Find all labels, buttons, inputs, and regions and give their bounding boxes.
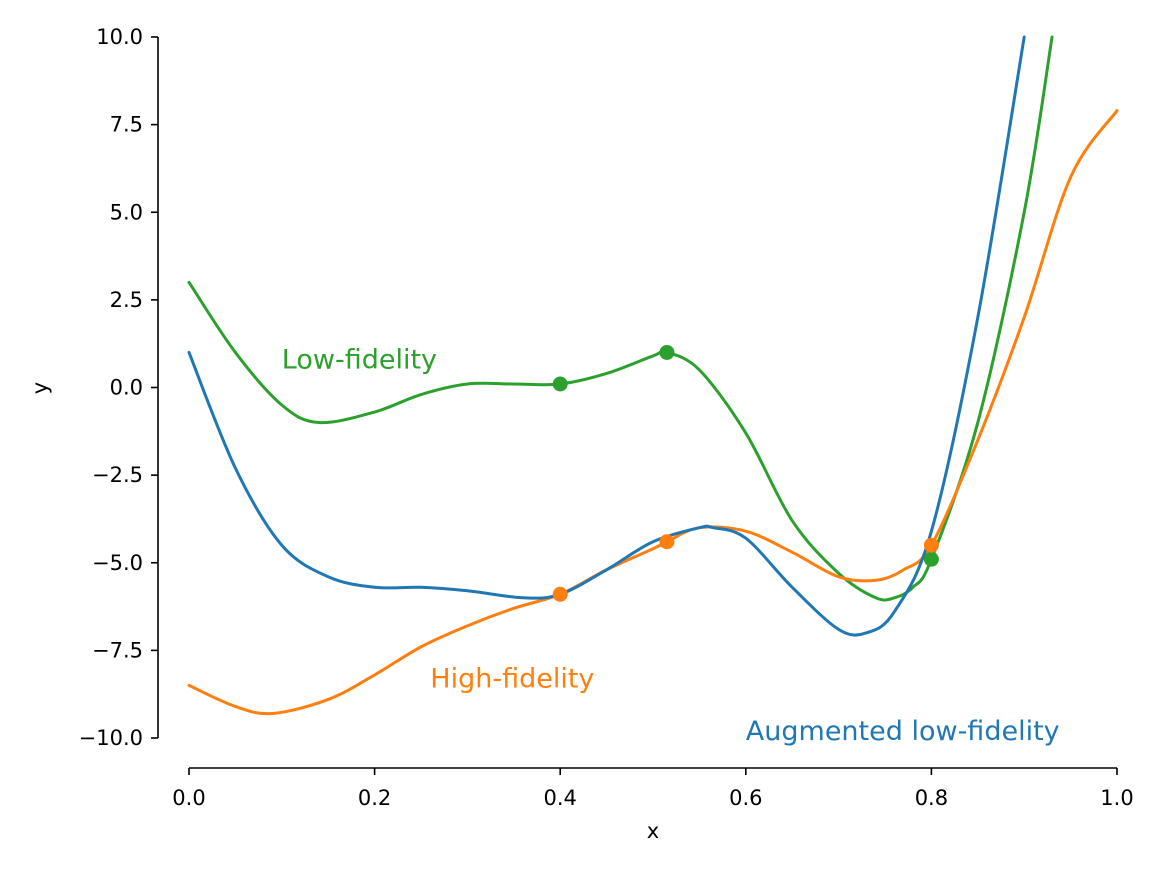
y-tick-label: 2.5 xyxy=(110,288,143,312)
plot-area xyxy=(187,35,1119,716)
y-tick-label: 0.0 xyxy=(110,376,143,400)
sample-point-high-fidelity xyxy=(659,534,675,550)
axis-spines xyxy=(157,37,1117,769)
y-tick-label: −10.0 xyxy=(79,726,143,750)
y-tick-label: −2.5 xyxy=(92,463,143,487)
annotation-augmented-low-fidelity: Augmented low-fidelity xyxy=(746,716,1060,747)
y-tick-label: 10.0 xyxy=(96,25,143,49)
y-ticks: 10.0 7.5 5.0 2.5 0.0 −2.5 −5.0 −7.5 −10.0 xyxy=(79,25,158,750)
y-tick-label: 7.5 xyxy=(110,113,143,137)
sample-point-high-fidelity xyxy=(923,537,939,553)
x-tick-label: 0.8 xyxy=(915,786,948,810)
y-tick-label: −5.0 xyxy=(92,551,143,575)
x-tick-label: 0.2 xyxy=(358,786,391,810)
y-tick-label: 5.0 xyxy=(110,200,143,224)
x-tick-label: 0.4 xyxy=(543,786,576,810)
sample-point-low-fidelity xyxy=(552,376,568,392)
x-tick-label: 0.0 xyxy=(172,786,205,810)
annotation-high-fidelity: High-fidelity xyxy=(430,663,594,694)
x-tick-label: 1.0 xyxy=(1100,786,1133,810)
x-tick-label: 0.6 xyxy=(729,786,762,810)
series-line-augmented-low-fidelity xyxy=(187,35,1026,637)
y-axis-label: y xyxy=(28,382,52,394)
series-line-high-fidelity xyxy=(187,109,1119,716)
annotation-low-fidelity: Low-fidelity xyxy=(282,344,437,375)
sample-point-low-fidelity xyxy=(923,551,939,567)
x-axis-label: x xyxy=(647,819,659,843)
series-line-low-fidelity xyxy=(187,35,1054,602)
sample-point-low-fidelity xyxy=(659,344,675,360)
x-ticks: 0.0 0.2 0.4 0.6 0.8 1.0 xyxy=(172,768,1134,810)
y-tick-label: −7.5 xyxy=(92,638,143,662)
sample-point-high-fidelity xyxy=(552,586,568,602)
